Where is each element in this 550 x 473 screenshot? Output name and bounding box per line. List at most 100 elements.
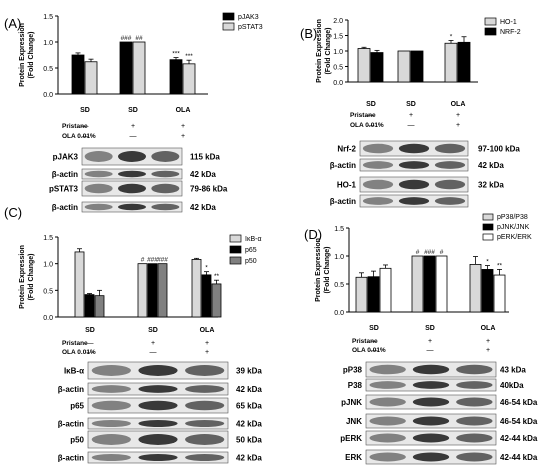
bar (147, 263, 158, 318)
bar (84, 294, 95, 318)
y-axis-label-unit: (Fold Change) (325, 27, 332, 74)
legend-swatch (482, 223, 494, 231)
y-tick-label: 0.0 (333, 80, 343, 87)
blot-kda: 50 kDa (236, 436, 262, 445)
bar (71, 54, 85, 95)
legend-label: HO-1 (500, 19, 517, 26)
blot-band (91, 385, 131, 393)
bar (137, 263, 148, 318)
y-tick-label: 0.5 (333, 65, 343, 72)
bar (74, 251, 85, 318)
bar (211, 283, 222, 318)
blot-label: β-actin (52, 170, 78, 179)
ola-sign: — (130, 133, 137, 140)
bar (169, 59, 183, 95)
blot-kda: 42 kDa (190, 170, 216, 179)
blot-label: pERK (340, 434, 362, 443)
blot-band (412, 416, 450, 426)
y-tick-label: 1.5 (43, 14, 53, 21)
blot-band (138, 400, 178, 411)
significance-label: # (440, 249, 444, 256)
blot-band (151, 203, 180, 211)
ola-label: OLA 0.01% (62, 349, 96, 356)
blot-band (138, 434, 178, 445)
pristane-label: Pristane (350, 112, 376, 119)
blot-band (138, 365, 178, 376)
ola-sign: — (87, 349, 94, 356)
blot-kda: 42-44 kDa (500, 453, 538, 462)
bar (481, 269, 494, 313)
panel-letter: (A) (4, 16, 21, 31)
category-label: OLA (200, 327, 215, 334)
ola-sign: — (82, 133, 89, 140)
blot-band (185, 365, 225, 376)
blot-band (91, 365, 131, 376)
ola-label: OLA 0.01% (350, 122, 384, 129)
blot-kda: 97-100 kDa (478, 145, 520, 154)
bar (119, 41, 133, 95)
legend-label: pSTAT3 (238, 24, 263, 31)
blot-band (362, 143, 394, 154)
legend-label: pERK/ERK (497, 234, 532, 241)
bar (435, 255, 448, 313)
ola-sign: + (181, 133, 185, 140)
bar (469, 263, 482, 313)
blot-band (369, 364, 406, 375)
y-tick-label: 0.0 (334, 310, 344, 317)
category-label: OLA (451, 101, 466, 108)
blot-band (118, 203, 146, 211)
blot-label: pJNK (341, 398, 362, 407)
blot-label: β-actin (58, 454, 84, 463)
y-tick-label: 1.0 (43, 40, 53, 47)
category-label: SD (148, 327, 158, 334)
y-tick-label: 1.5 (333, 34, 343, 41)
bar (355, 276, 368, 313)
ola-sign: — (408, 122, 415, 129)
category-label: SD (80, 107, 90, 114)
blot-band (151, 151, 180, 162)
panel-letter: (D) (304, 227, 322, 242)
blot-kda: 43 kDa (500, 366, 526, 375)
category-label: SD (425, 325, 435, 332)
blot-kda: 46-54 kDa (500, 398, 538, 407)
y-axis-label: Protein Expression (315, 238, 322, 302)
blot-kda: 46-54 kDa (500, 417, 538, 426)
blot-band (456, 452, 493, 462)
legend-label: NRF-2 (500, 29, 521, 36)
y-axis-label-unit: (Fold Change) (28, 253, 35, 300)
significance-label: ** (497, 262, 503, 269)
significance-label: # (141, 257, 145, 264)
blot-band (185, 385, 225, 393)
blot-band (118, 151, 146, 162)
bar (457, 41, 471, 83)
y-tick-label: 0.0 (43, 315, 53, 322)
category-label: SD (366, 101, 376, 108)
pristane-sign: + (205, 340, 209, 347)
pristane-label: Pristane (62, 123, 88, 130)
blot-band (412, 364, 450, 375)
blot-band (369, 433, 406, 443)
legend-swatch (482, 233, 494, 241)
category-label: SD (406, 101, 416, 108)
category-label: OLA (176, 107, 191, 114)
y-tick-label: 1.0 (43, 262, 53, 269)
blot-label: β-actin (58, 385, 84, 394)
blot-band (398, 197, 430, 205)
pristane-label: Pristane (352, 338, 378, 345)
blot-kda: 65 kDa (236, 402, 262, 411)
significance-label: * (450, 33, 453, 40)
blot-band (369, 452, 406, 462)
y-axis-label: Protein Expression (316, 19, 323, 83)
blot-band (412, 397, 450, 407)
y-tick-label: 0.5 (334, 282, 344, 289)
bar (411, 255, 424, 313)
chart-panel-d: (D) 0.0 0.5 1.0 1.5 Protein Expression (Fold C… (304, 213, 538, 465)
significance-label: ** (214, 273, 220, 280)
blot-band (369, 416, 406, 426)
chart-panel-b: (B) 0.0 0.5 1.0 1.5 2.0 Protein Expression (Fol… (300, 17, 521, 208)
blot-label: pP38 (343, 366, 363, 375)
legend-swatch (229, 245, 242, 254)
legend-swatch (222, 12, 235, 21)
blot-band (185, 453, 225, 462)
